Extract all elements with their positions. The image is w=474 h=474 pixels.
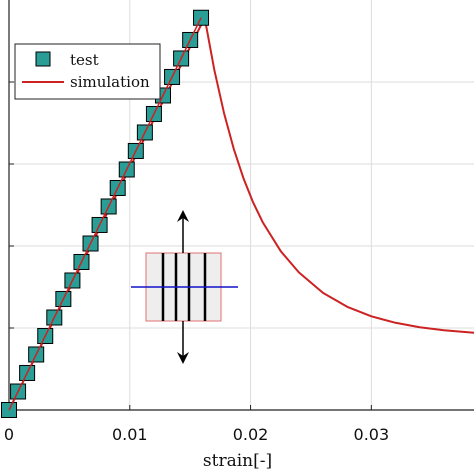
arrow-down-icon bbox=[177, 352, 189, 364]
legend-label-test: test bbox=[70, 51, 99, 69]
legend-box bbox=[14, 43, 161, 100]
legend-label-simulation: simulation bbox=[70, 73, 150, 91]
arrow-up-icon bbox=[177, 210, 189, 222]
legend-marker-test bbox=[35, 51, 51, 67]
x-tick-label: 0.03 bbox=[354, 425, 390, 444]
x-tick-label: 0.02 bbox=[233, 425, 269, 444]
simulation-line bbox=[8, 16, 474, 411]
legend: test simulation bbox=[14, 43, 161, 100]
simulation-layer bbox=[8, 16, 474, 411]
y-ticks bbox=[9, 81, 14, 329]
test-marker-spine bbox=[8, 17, 202, 411]
x-tick-label: 0 bbox=[4, 425, 14, 444]
x-tick-label: 0.01 bbox=[112, 425, 148, 444]
x-axis-label: strain[-] bbox=[203, 451, 272, 471]
x-tick-labels: 0 0.01 0.02 0.03 bbox=[4, 425, 389, 444]
specimen-inset bbox=[131, 210, 238, 364]
